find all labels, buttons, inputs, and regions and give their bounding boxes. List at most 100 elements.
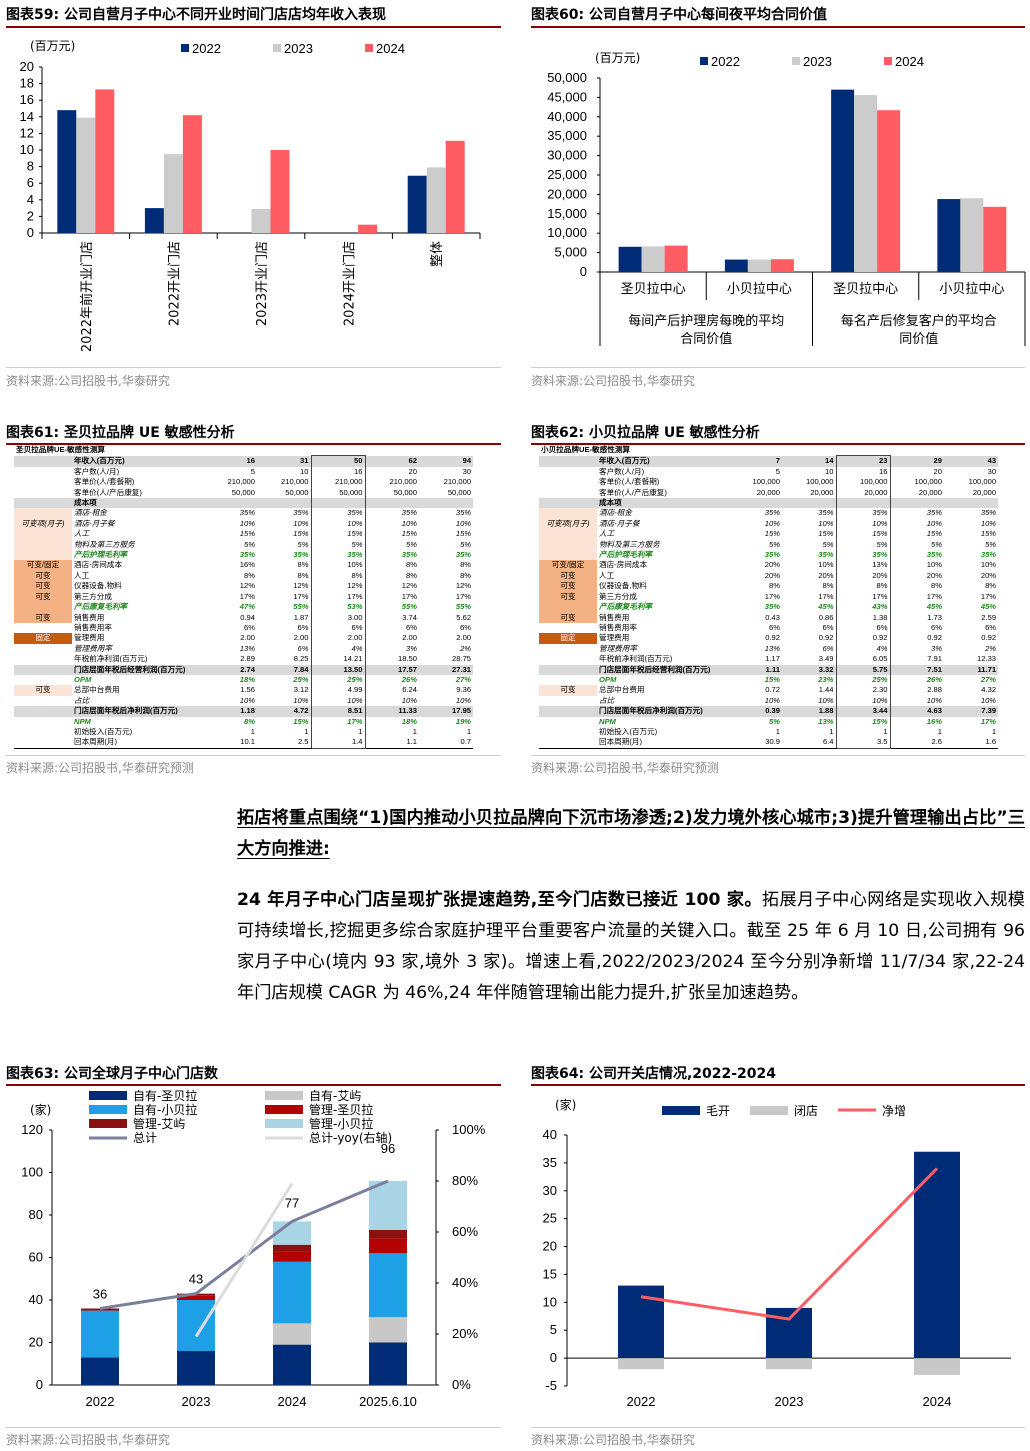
ue-cell: 2.88	[927, 685, 942, 695]
x-group-label: 每间产后护理房每晚的平均	[628, 313, 784, 329]
ue-cell: 14.21	[310, 654, 366, 665]
ue-cell: 15%	[310, 529, 366, 540]
ue-row: 门店层面年税后经营利润(百万元) 1.11 3.32 5.75 7.51 11.71	[539, 664, 999, 675]
ue-cell: 8%	[822, 581, 834, 591]
ue-header-value: 14	[782, 455, 836, 467]
ue-cell: 2.00	[310, 633, 366, 644]
y-tick-label: 20	[20, 59, 34, 74]
ue-cell: 35%	[818, 508, 834, 518]
ue-row: 客户数(人/月) 5 10 16 20 30	[14, 466, 473, 478]
ue-cell: 2.00	[293, 633, 309, 643]
ue-row-label: 占比	[74, 695, 90, 705]
ue-cell: 28.75	[452, 654, 472, 664]
bar-管理-圣贝拉-3	[369, 1238, 407, 1254]
ue-cell: 20%	[835, 570, 891, 582]
legend-label-自有-圣贝拉: 自有-圣贝拉	[133, 1088, 197, 1103]
ue-cell: 27.31	[419, 664, 474, 675]
ue-cell: 2.30	[835, 685, 891, 696]
ue-cell: 19%	[455, 716, 472, 726]
body-paragraph-lead: 24 年月子中心门店呈现扩张提速趋势,至今门店数已接近 100 家。	[237, 890, 762, 910]
ue-row-label: 物料及第三方服务	[74, 539, 135, 549]
fig59-unit: (百万元)	[30, 39, 75, 53]
ue-cell: 30	[987, 466, 997, 476]
ue-cell: 0.72	[765, 685, 780, 695]
ue-row-label: 销售费用	[74, 612, 105, 622]
ue-row-category: 可变	[539, 612, 597, 623]
ue-cell: 1.11	[728, 664, 782, 675]
ue-cell: 11.71	[944, 664, 999, 675]
ue-cell: 8.51	[310, 706, 366, 717]
ue-cell: 35%	[401, 508, 417, 518]
ue-cell: 0.86	[818, 612, 834, 622]
ue-cell: 8%	[244, 570, 255, 580]
ue-cell: 6%	[406, 622, 417, 632]
ue-cell: 20%	[818, 570, 834, 580]
ue-row: OPM 15% 23% 25% 26% 27%	[539, 674, 998, 686]
ue-cell: 27%	[455, 674, 472, 684]
ue-row-label: NPM	[74, 716, 91, 726]
ue-cell: 20,000	[756, 487, 780, 497]
y-tick-label: 14	[20, 109, 34, 124]
y2-tick-label: 60%	[452, 1224, 478, 1239]
ue-cell: 35%	[764, 550, 780, 560]
fig59-source: 资料来源:公司招股书,华泰研究	[6, 374, 170, 388]
ue-cell: 1.88	[782, 706, 836, 717]
ue-cell	[365, 498, 419, 509]
ue-cell: 10	[300, 466, 309, 476]
ue-row-category	[539, 737, 597, 749]
y-tick-label: 2	[27, 208, 34, 223]
y-tick-label: 35	[543, 1155, 557, 1170]
ue-row: 门店层面年税后经营利润(百万元) 2.74 7.84 13.50 17.57 27.31	[14, 664, 474, 675]
ue-cell: 35%	[310, 550, 366, 561]
ue-cell: 1	[991, 726, 997, 736]
ue-cell: 18.50	[397, 654, 417, 664]
y-tick-label: 5,000	[554, 245, 587, 260]
ue-row: 门店层面年税后净利润(百万元) 1.18 4.72 8.51 11.33 17.95	[14, 706, 474, 717]
ue-row: 可变 总部中台费用 0.72 1.44 2.30 2.88 4.32	[539, 685, 998, 696]
y-tick-label: 18	[20, 76, 34, 91]
ue-cell: 1.44	[818, 685, 834, 695]
ue-cell: 17%	[455, 591, 472, 601]
ue-cell: 10%	[293, 695, 309, 705]
ue-cell: 16%	[926, 716, 942, 726]
ue-row-label: 门店层面年税后经营利润(百万元)	[597, 664, 728, 675]
ue-cell: 35%	[293, 550, 309, 560]
ue-row-category	[14, 508, 72, 519]
ue-cell: 15%	[764, 674, 780, 684]
bar-管理-圣贝拉-2	[273, 1251, 311, 1262]
x-category-label: 2022	[627, 1394, 656, 1409]
ue61-table: 圣贝拉品牌UE-敏感性测算 年收入(百万元) 16 31 50 62 94 客户数(人/月) 5…	[14, 445, 474, 749]
ue-row-label: 人工	[74, 570, 90, 580]
ue-header-value: 31	[257, 455, 311, 467]
ue-row: 固定 管理费用 0.92 0.92 0.92 0.92 0.92	[539, 633, 998, 644]
bar-自有-小贝拉-1	[177, 1300, 215, 1351]
ue-cell: 10%	[239, 518, 255, 528]
legend-label-管理-艾屿: 管理-艾屿	[133, 1116, 185, 1131]
x-category-label: 2023	[182, 1394, 211, 1409]
ue-cell: 15%	[239, 529, 255, 539]
legend-swatch-2022	[700, 57, 708, 65]
ue-row: 管理费用率 13% 6% 4% 3% 2%	[539, 643, 998, 655]
ue-row-category: 可变	[539, 685, 597, 696]
ue-cell: 18%	[239, 674, 255, 684]
x-category-label: 圣贝拉中心	[621, 282, 686, 297]
ue-header-blank	[14, 455, 72, 467]
bar-自有-小贝拉-3	[369, 1253, 407, 1317]
ue-header-blank	[539, 455, 597, 467]
ue-cell: 45%	[818, 602, 834, 612]
bar-2022-0	[618, 246, 642, 272]
ue-cell: 3.5	[835, 737, 891, 749]
ue-row-category	[14, 706, 72, 717]
ue-row: 成本项	[14, 498, 474, 509]
ue-row-label: OPM	[74, 674, 92, 684]
ue-header-value: 62	[365, 455, 419, 467]
ue-cell: 17%	[835, 591, 891, 603]
bar-管理-圣贝拉-1	[177, 1295, 215, 1300]
ue-cell: 0.43	[765, 612, 780, 622]
ue-row: 产后康复毛利率 47% 55% 53% 55% 55%	[14, 602, 473, 613]
fig63-source-rule	[6, 1427, 501, 1428]
fig64-title: 图表64: 公司开关店情况,2022-2024	[531, 1066, 777, 1082]
ue-cell: 12%	[239, 581, 255, 591]
ue-header-label: 年收入(百万元)	[597, 455, 728, 467]
